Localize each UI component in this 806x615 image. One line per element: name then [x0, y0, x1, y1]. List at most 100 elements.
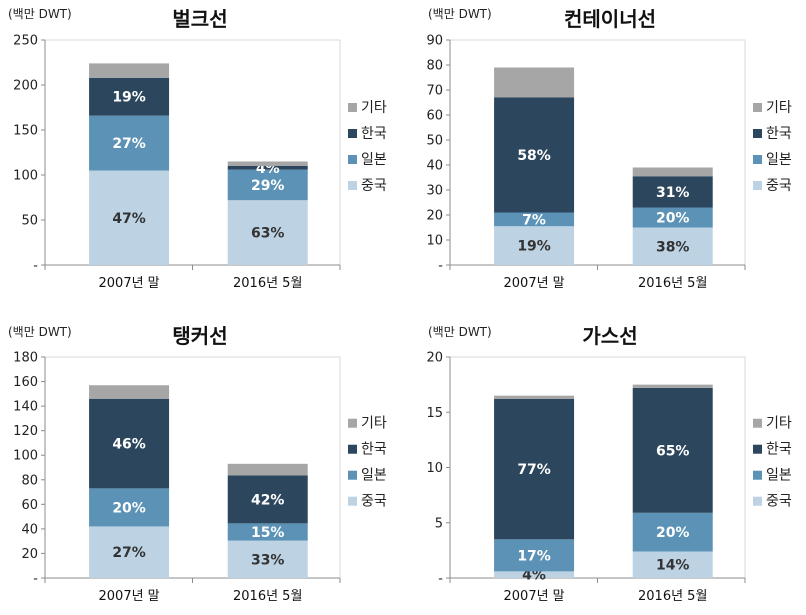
legend-swatch-other	[348, 103, 357, 112]
y-tick-label: 60	[21, 498, 38, 513]
category-label: 2007년 말	[99, 276, 160, 291]
bar-segment-korea	[227, 166, 308, 170]
legend-entry: 한국	[766, 126, 792, 142]
data-label: 77%	[517, 462, 551, 478]
bar-segment-japan	[632, 207, 713, 228]
legend-entry: 중국	[766, 494, 792, 510]
data-label: 17%	[517, 548, 551, 564]
legend-entry: 한국	[361, 126, 387, 142]
data-label: 15%	[251, 525, 285, 541]
legend-swatch-japan	[753, 470, 762, 480]
bar-segment-china	[632, 227, 713, 265]
y-tick-label: 20	[21, 547, 38, 562]
chart-title: 가스선	[582, 324, 637, 348]
data-label: 7%	[522, 212, 546, 228]
y-tick-label: 80	[21, 473, 38, 488]
unit-label: (백만 DWT)	[428, 325, 492, 339]
bar-segment-japan	[89, 115, 170, 171]
unit-label: (백만 DWT)	[8, 325, 72, 339]
bar-segment-other	[494, 67, 575, 98]
y-tick-label: 90	[426, 34, 443, 49]
bar-segment-china	[227, 200, 308, 265]
y-tick-label: 70	[426, 84, 443, 99]
bar-segment-other	[89, 63, 170, 78]
y-tick-label: 150	[13, 124, 38, 139]
legend-entry: 중국	[766, 178, 792, 194]
bar-segment-korea	[89, 77, 170, 116]
y-tick-label: -	[33, 572, 38, 587]
y-tick-label: 200	[13, 79, 38, 94]
bar-segment-china	[494, 226, 575, 265]
legend-swatch-china	[753, 496, 762, 506]
data-label: 58%	[517, 148, 551, 164]
legend-entry: 기타	[766, 416, 792, 432]
legend-entry: 기타	[766, 100, 792, 116]
bar-segment-korea	[632, 387, 713, 513]
legend-swatch-korea	[753, 444, 762, 454]
y-tick-label: 20	[426, 351, 443, 366]
y-tick-label: 10	[426, 461, 443, 476]
legend-swatch-china	[348, 181, 357, 190]
data-label: 29%	[251, 178, 285, 194]
data-label: 19%	[112, 90, 146, 106]
data-label: 38%	[656, 239, 690, 255]
legend-swatch-korea	[753, 129, 762, 138]
bar-segment-japan	[494, 539, 575, 572]
legend-swatch-japan	[348, 470, 357, 480]
unit-label: (백만 DWT)	[8, 7, 72, 21]
bar-segment-japan	[227, 523, 308, 541]
bar-segment-china	[227, 540, 308, 578]
y-tick-label: 100	[13, 169, 38, 184]
data-label: 20%	[112, 500, 146, 516]
y-tick-label: -	[438, 259, 443, 274]
y-tick-label: 250	[13, 34, 38, 49]
legend-entry: 일본	[361, 152, 387, 168]
category-label: 2007년 말	[504, 276, 565, 291]
bar-segment-korea	[632, 176, 713, 208]
y-tick-label: 120	[13, 424, 38, 439]
y-tick-label: -	[33, 259, 38, 274]
y-tick-label: 30	[426, 184, 443, 199]
data-label: 14%	[656, 558, 690, 574]
y-tick-label: 20	[426, 209, 443, 224]
data-label: 63%	[251, 226, 285, 242]
bar-segment-korea	[494, 398, 575, 540]
y-tick-label: 100	[13, 449, 38, 464]
category-label: 2016년 5월	[638, 276, 707, 291]
chart-title: 컨테이너선	[564, 7, 656, 31]
y-tick-label: 60	[426, 109, 443, 124]
category-label: 2016년 5월	[233, 589, 302, 604]
chart-panel-4: 가스선 (백만 DWT) - 5 10 15 20 4% 17% 77% 2007년 말 14% 20%…	[426, 324, 791, 604]
bar-segment-china	[494, 571, 575, 578]
bar-segment-korea	[227, 475, 308, 524]
chart-title: 벌크선	[172, 7, 227, 31]
data-label: 31%	[656, 185, 690, 201]
bar-segment-korea	[89, 398, 170, 489]
data-label: 20%	[656, 211, 690, 227]
category-label: 2007년 말	[99, 589, 160, 604]
category-label: 2016년 5월	[638, 589, 707, 604]
data-label: 20%	[656, 525, 690, 541]
chart-title: 탱커선	[172, 324, 227, 348]
y-tick-label: 50	[21, 214, 38, 229]
bar-segment-other	[632, 167, 713, 177]
legend-entry: 한국	[766, 442, 792, 458]
legend-swatch-korea	[348, 129, 357, 138]
legend-swatch-other	[753, 103, 762, 112]
data-label: 46%	[112, 437, 146, 453]
y-tick-label: 10	[426, 234, 443, 249]
bar-segment-other	[632, 384, 713, 388]
bar-segment-japan	[494, 212, 575, 227]
y-tick-label: -	[438, 572, 443, 587]
legend-entry: 일본	[766, 152, 792, 168]
legend-entry: 기타	[361, 416, 387, 432]
chart-panel-2: 컨테이너선 (백만 DWT) - 10 20 30 40 50 60 70 80 90 19% 7% 58%…	[426, 7, 791, 291]
bar-segment-japan	[89, 488, 170, 527]
bar-segment-china	[632, 551, 713, 578]
legend-entry: 중국	[361, 178, 387, 194]
unit-label: (백만 DWT)	[428, 7, 492, 21]
chart-panel-3: 탱커선 (백만 DWT) - 20 40 60 80 100 120 140 160 180 27% 20…	[8, 324, 387, 604]
bar-segment-china	[89, 170, 170, 265]
legend-entry: 일본	[766, 468, 792, 484]
